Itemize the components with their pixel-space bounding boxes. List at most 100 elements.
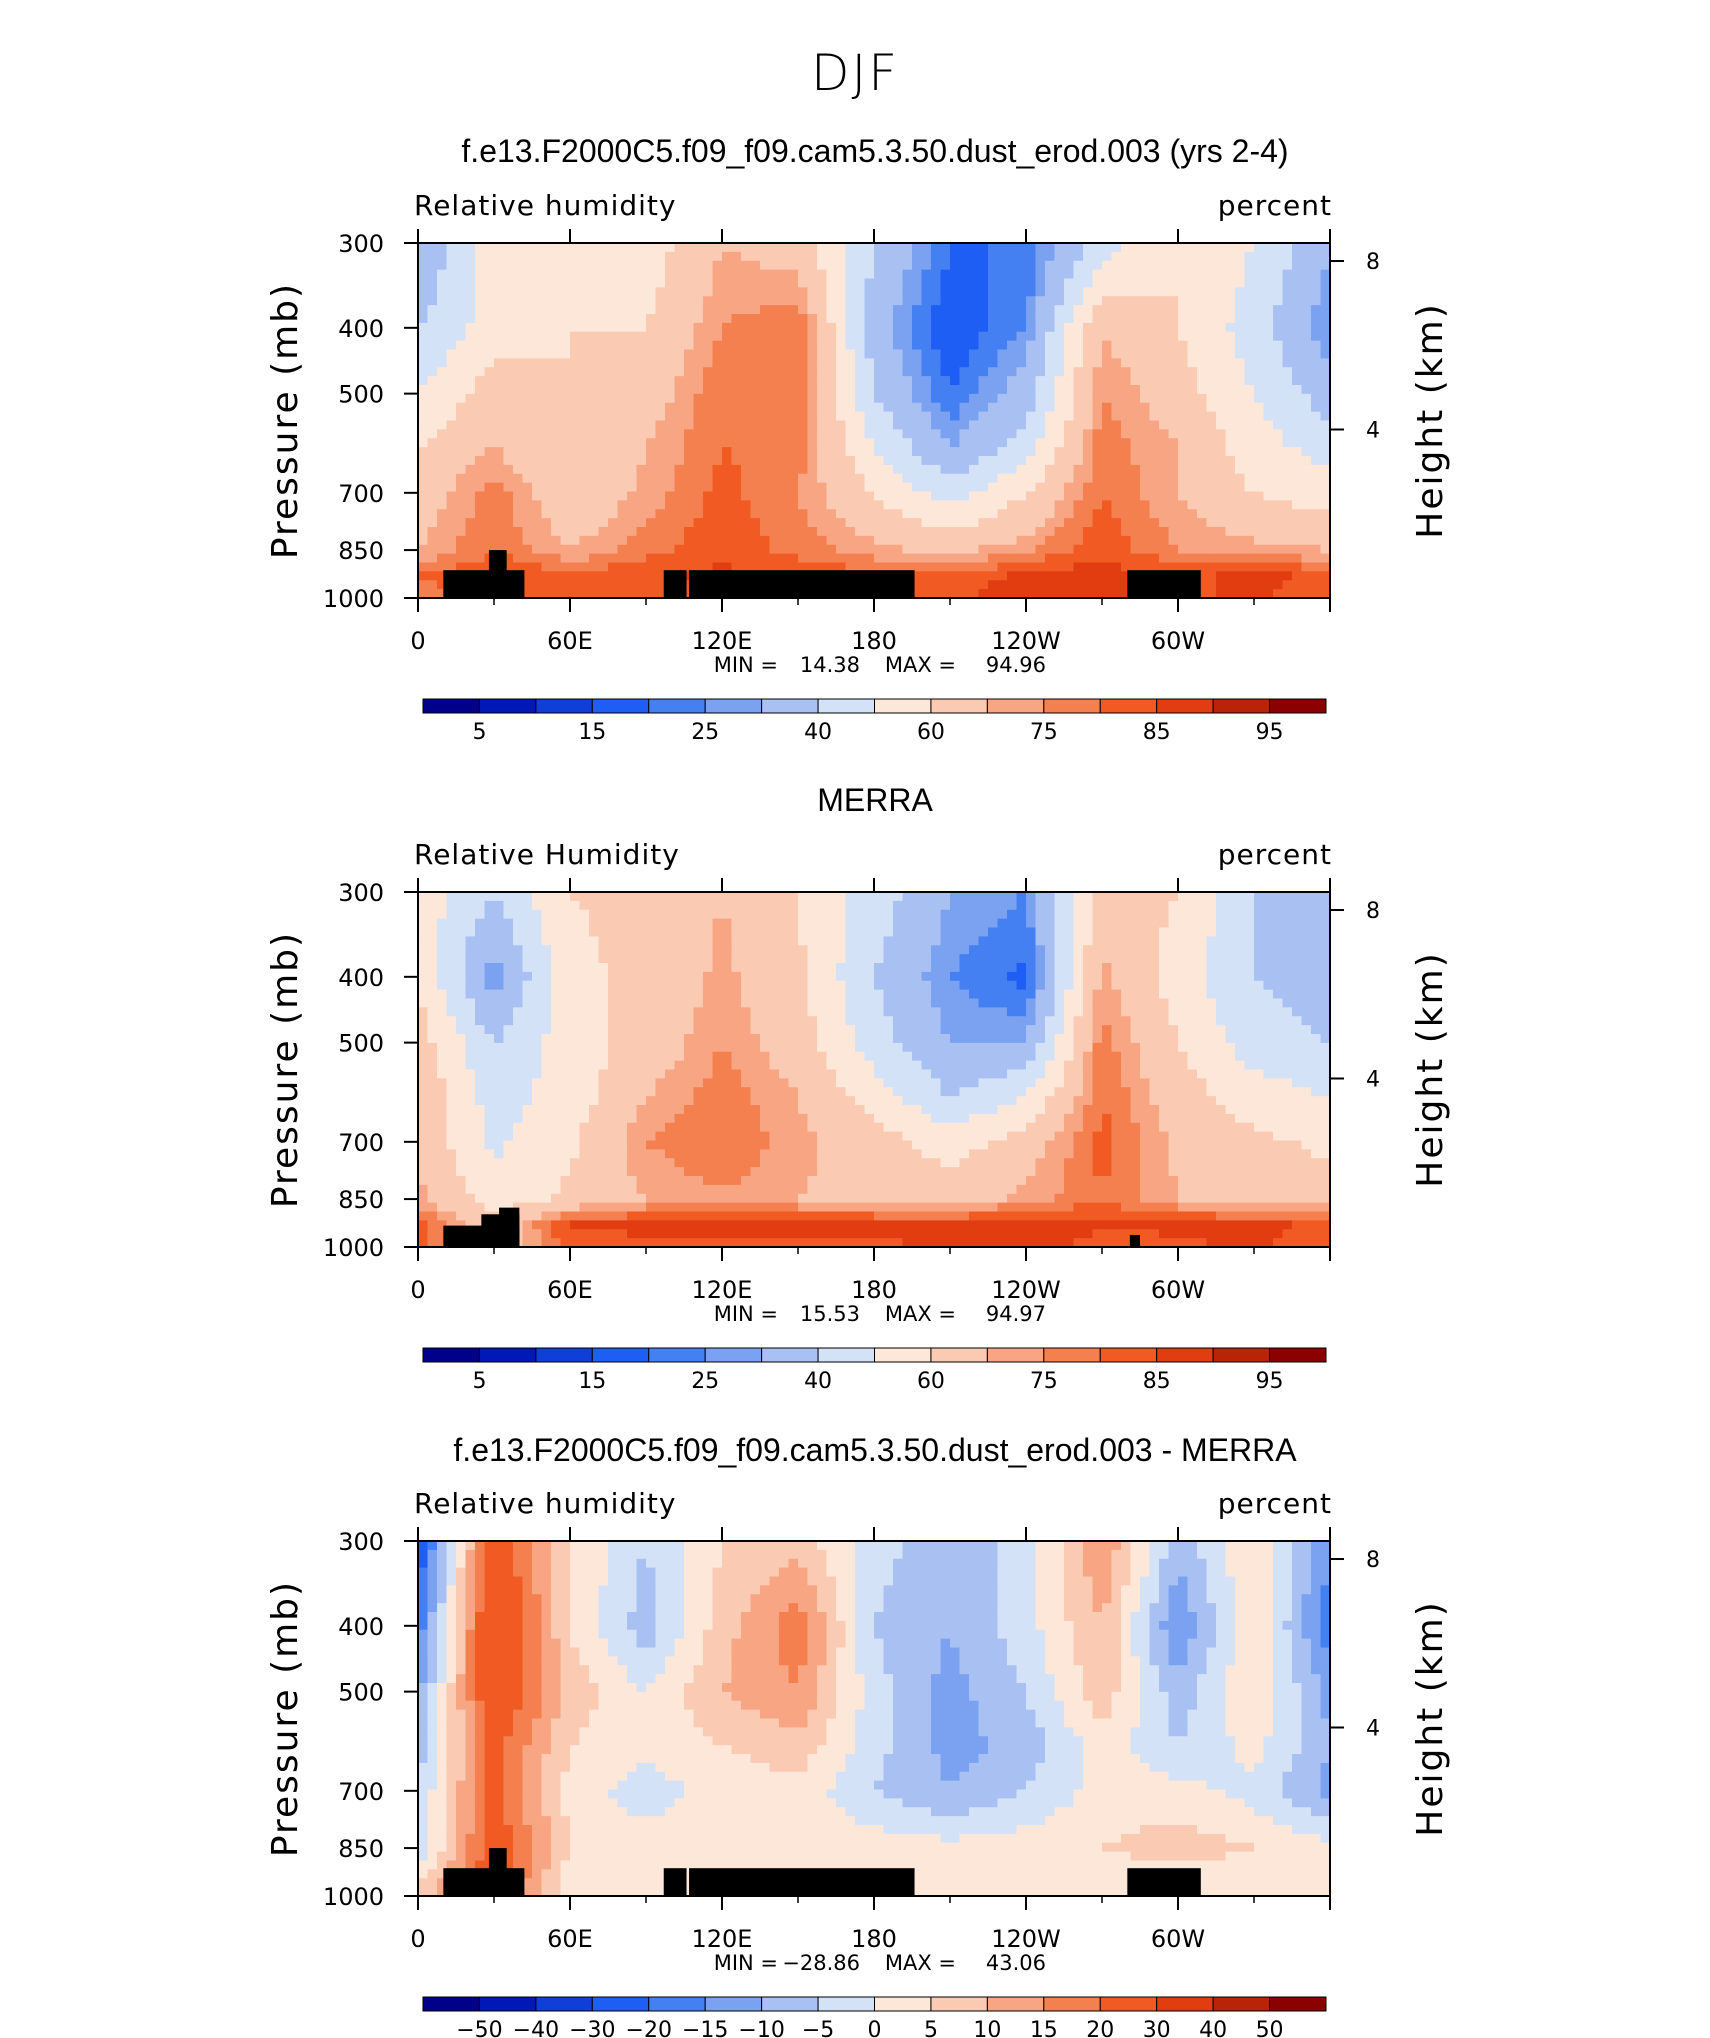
field-cell bbox=[988, 482, 999, 493]
field-cell bbox=[655, 393, 666, 404]
field-cell bbox=[1045, 544, 1056, 555]
field-cell bbox=[1035, 571, 1046, 581]
field-cell bbox=[1073, 243, 1084, 253]
field-cell bbox=[1263, 269, 1274, 280]
field-cell bbox=[513, 936, 524, 946]
field-cell bbox=[1073, 980, 1084, 991]
field-cell bbox=[845, 456, 856, 466]
field-cell bbox=[1254, 553, 1265, 564]
field-cell bbox=[1026, 456, 1037, 466]
field-cell bbox=[1282, 438, 1293, 448]
field-cell bbox=[475, 376, 486, 386]
field-cell bbox=[627, 447, 638, 457]
field-cell bbox=[1149, 909, 1160, 920]
field-cell bbox=[437, 562, 448, 572]
field-cell bbox=[674, 278, 685, 288]
field-cell bbox=[1073, 892, 1084, 902]
field-cell bbox=[978, 936, 989, 946]
field-cell bbox=[608, 927, 619, 937]
field-cell bbox=[608, 971, 619, 982]
field-cell bbox=[1168, 535, 1179, 546]
field-cell bbox=[1320, 482, 1331, 493]
field-cell bbox=[1206, 402, 1217, 413]
field-cell bbox=[446, 438, 457, 448]
field-cell bbox=[446, 518, 457, 528]
field-cell bbox=[836, 562, 847, 572]
field-cell bbox=[446, 909, 457, 920]
field-cell bbox=[978, 296, 989, 306]
field-cell bbox=[1111, 367, 1122, 377]
field-cell bbox=[427, 553, 438, 564]
field-cell bbox=[997, 402, 1008, 413]
field-cell bbox=[1054, 349, 1065, 359]
field-cell bbox=[712, 544, 723, 555]
field-cell bbox=[427, 589, 438, 599]
field-cell bbox=[788, 314, 799, 324]
field-cell bbox=[1206, 464, 1217, 475]
field-cell bbox=[969, 918, 980, 929]
field-cell bbox=[570, 589, 581, 599]
field-cell bbox=[1273, 251, 1284, 262]
field-cell bbox=[522, 411, 533, 422]
field-cell bbox=[912, 980, 923, 991]
field-cell bbox=[1007, 589, 1018, 599]
field-cell bbox=[446, 287, 457, 297]
field-cell bbox=[617, 411, 628, 422]
field-cell bbox=[636, 535, 647, 546]
field-cell bbox=[665, 447, 676, 457]
field-cell bbox=[1216, 322, 1227, 333]
field-cell bbox=[1254, 927, 1265, 937]
field-cell bbox=[1007, 251, 1018, 262]
field-cell bbox=[1073, 544, 1084, 555]
field-cell bbox=[931, 411, 942, 422]
field-cell bbox=[1254, 918, 1265, 929]
field-cell bbox=[1168, 296, 1179, 306]
field-cell bbox=[988, 900, 999, 911]
field-cell bbox=[1320, 314, 1331, 324]
field-cell bbox=[959, 260, 970, 271]
field-cell bbox=[1292, 518, 1303, 528]
field-cell bbox=[988, 385, 999, 395]
field-cell bbox=[1311, 367, 1322, 377]
field-cell bbox=[893, 927, 904, 937]
field-cell bbox=[693, 918, 704, 929]
field-cell bbox=[484, 500, 495, 510]
field-cell bbox=[1178, 340, 1189, 351]
field-cell bbox=[1159, 349, 1170, 359]
field-cell bbox=[760, 945, 771, 955]
field-cell bbox=[579, 918, 590, 929]
field-cell bbox=[1035, 269, 1046, 280]
field-cell bbox=[1235, 260, 1246, 271]
field-cell bbox=[1178, 945, 1189, 955]
field-cell bbox=[456, 989, 467, 1000]
field-cell bbox=[1254, 580, 1265, 590]
field-cell bbox=[532, 936, 543, 946]
field-cell bbox=[779, 918, 790, 929]
field-cell bbox=[456, 314, 467, 324]
field-cell bbox=[1282, 571, 1293, 581]
field-cell bbox=[978, 892, 989, 902]
field-cell bbox=[503, 544, 514, 555]
field-cell bbox=[921, 491, 932, 501]
field-cell bbox=[950, 243, 961, 253]
field-cell bbox=[807, 340, 818, 351]
field-cell bbox=[940, 945, 951, 955]
field-cell bbox=[636, 509, 647, 519]
field-cell bbox=[769, 243, 780, 253]
field-cell bbox=[817, 260, 828, 271]
field-cell bbox=[427, 491, 438, 501]
field-cell bbox=[731, 491, 742, 501]
field-cell bbox=[541, 482, 552, 493]
field-cell bbox=[1083, 269, 1094, 280]
field-cell bbox=[551, 269, 562, 280]
field-cell bbox=[627, 562, 638, 572]
field-cell bbox=[1064, 464, 1075, 475]
field-cell bbox=[997, 278, 1008, 288]
field-cell bbox=[864, 562, 875, 572]
field-cell bbox=[731, 367, 742, 377]
field-cell bbox=[674, 971, 685, 982]
field-cell bbox=[532, 509, 543, 519]
field-cell bbox=[446, 411, 457, 422]
field-cell bbox=[570, 954, 581, 964]
field-cell bbox=[712, 340, 723, 351]
